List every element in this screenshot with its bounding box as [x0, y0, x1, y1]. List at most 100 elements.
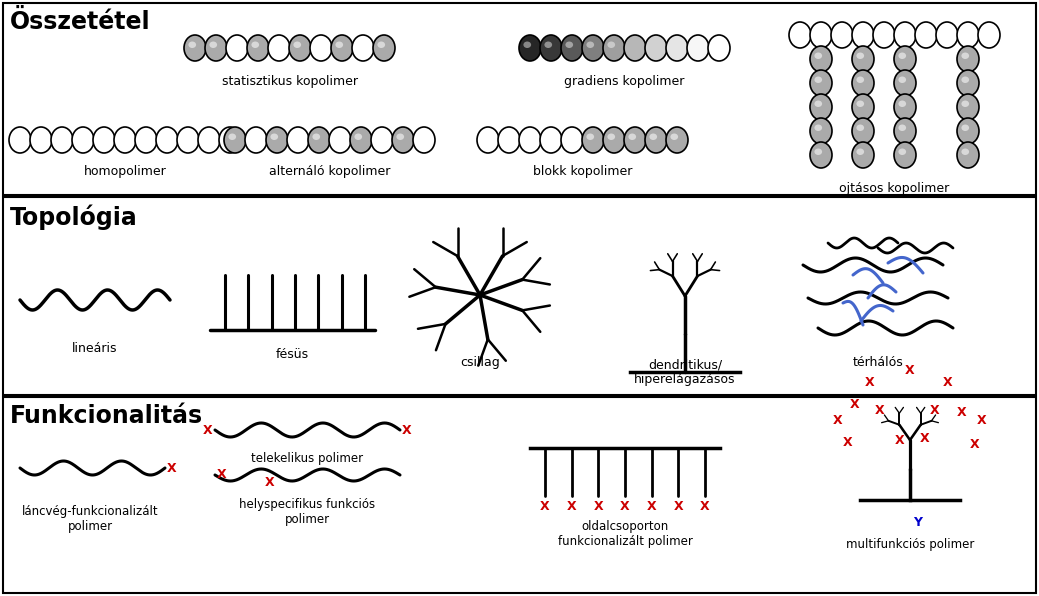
Ellipse shape [899, 101, 906, 107]
Text: X: X [217, 468, 227, 482]
Bar [3, 397, 1036, 593]
Text: gradiens kopolimer: gradiens kopolimer [564, 75, 685, 88]
Ellipse shape [582, 127, 604, 153]
Text: X: X [673, 499, 684, 513]
Ellipse shape [961, 52, 969, 59]
Text: telekelikus polimer: telekelikus polimer [251, 452, 364, 465]
Ellipse shape [894, 94, 916, 120]
Ellipse shape [219, 127, 241, 153]
Ellipse shape [899, 148, 906, 155]
Ellipse shape [30, 127, 52, 153]
Ellipse shape [308, 127, 330, 153]
Ellipse shape [852, 22, 874, 48]
Text: X: X [204, 424, 213, 436]
Ellipse shape [666, 127, 688, 153]
Text: fésüs: fésüs [276, 348, 309, 361]
Ellipse shape [561, 35, 583, 61]
Ellipse shape [177, 127, 199, 153]
Ellipse shape [135, 127, 157, 153]
Text: X: X [844, 436, 853, 449]
Ellipse shape [856, 101, 864, 107]
Ellipse shape [336, 42, 343, 48]
Ellipse shape [329, 127, 351, 153]
Ellipse shape [856, 52, 864, 59]
Ellipse shape [156, 127, 178, 153]
Ellipse shape [856, 76, 864, 83]
Text: dendritikus/
hiperelágazásos: dendritikus/ hiperelágazásos [634, 358, 736, 386]
Text: X: X [167, 461, 177, 474]
Ellipse shape [894, 46, 916, 72]
Ellipse shape [498, 127, 520, 153]
Ellipse shape [247, 35, 269, 61]
Ellipse shape [114, 127, 136, 153]
Ellipse shape [377, 42, 385, 48]
Ellipse shape [603, 127, 625, 153]
Ellipse shape [957, 118, 979, 144]
Text: X: X [896, 433, 905, 446]
Text: X: X [567, 499, 577, 513]
Ellipse shape [856, 148, 864, 155]
Ellipse shape [815, 125, 822, 131]
Ellipse shape [72, 127, 94, 153]
Text: Funkcionalitás: Funkcionalitás [10, 404, 204, 428]
Ellipse shape [915, 22, 937, 48]
Ellipse shape [810, 22, 832, 48]
Ellipse shape [666, 35, 688, 61]
Text: X: X [930, 403, 940, 417]
Ellipse shape [586, 134, 594, 140]
Ellipse shape [687, 35, 709, 61]
Text: X: X [905, 364, 914, 377]
Text: X: X [921, 432, 930, 445]
Ellipse shape [565, 42, 574, 48]
Ellipse shape [331, 35, 353, 61]
Ellipse shape [894, 70, 916, 96]
Ellipse shape [815, 76, 822, 83]
Ellipse shape [251, 42, 259, 48]
Ellipse shape [624, 35, 646, 61]
Ellipse shape [582, 35, 604, 61]
Ellipse shape [544, 42, 552, 48]
Ellipse shape [198, 127, 220, 153]
Ellipse shape [520, 35, 541, 61]
Text: láncvég-funkcionalizált
polimer: láncvég-funkcionalizált polimer [22, 505, 158, 533]
Bar [3, 3, 1036, 195]
Text: X: X [833, 414, 843, 427]
Ellipse shape [852, 70, 874, 96]
Ellipse shape [540, 127, 562, 153]
Ellipse shape [350, 127, 372, 153]
Ellipse shape [205, 35, 227, 61]
Text: lineáris: lineáris [73, 342, 117, 355]
Ellipse shape [899, 52, 906, 59]
Text: X: X [850, 399, 860, 411]
Ellipse shape [624, 127, 646, 153]
Ellipse shape [899, 76, 906, 83]
Ellipse shape [287, 127, 309, 153]
Ellipse shape [873, 22, 895, 48]
Text: oldalcsoporton
funkcionalizált polimer: oldalcsoporton funkcionalizált polimer [558, 520, 692, 548]
Ellipse shape [649, 134, 657, 140]
Ellipse shape [708, 35, 730, 61]
Text: helyspecifikus funkciós
polimer: helyspecifikus funkciós polimer [239, 498, 375, 526]
Ellipse shape [789, 22, 811, 48]
Ellipse shape [371, 127, 393, 153]
Ellipse shape [856, 125, 864, 131]
Text: Összetétel: Összetétel [10, 10, 151, 34]
Ellipse shape [51, 127, 73, 153]
Ellipse shape [9, 127, 31, 153]
Ellipse shape [392, 127, 414, 153]
Ellipse shape [227, 35, 248, 61]
Text: X: X [970, 439, 980, 452]
Ellipse shape [899, 125, 906, 131]
Ellipse shape [354, 134, 363, 140]
Ellipse shape [608, 134, 615, 140]
Text: homopolimer: homopolimer [83, 165, 166, 178]
Ellipse shape [957, 46, 979, 72]
Ellipse shape [815, 52, 822, 59]
Text: térhálós: térhálós [853, 356, 903, 369]
Text: ojtásos kopolimer: ojtásos kopolimer [840, 182, 950, 195]
Text: X: X [875, 403, 885, 417]
Ellipse shape [810, 70, 832, 96]
Ellipse shape [957, 70, 979, 96]
Ellipse shape [412, 127, 435, 153]
Ellipse shape [293, 42, 301, 48]
